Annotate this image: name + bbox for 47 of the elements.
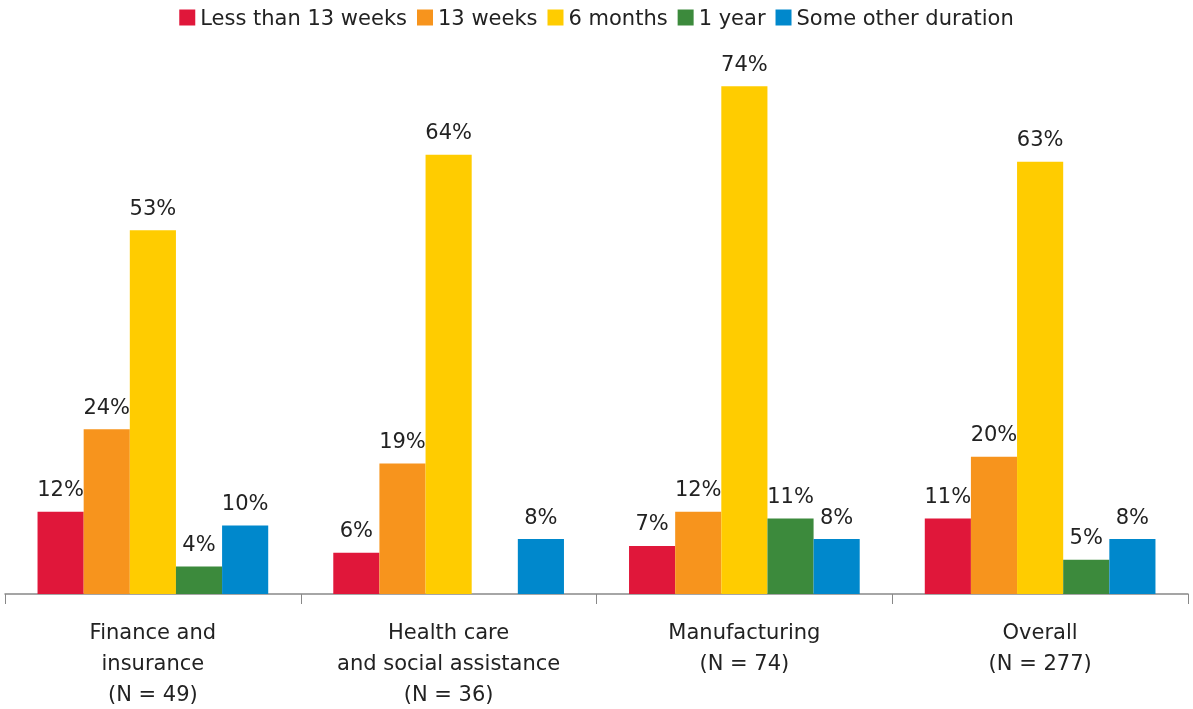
data-label: 4%	[182, 532, 216, 557]
legend-label: Less than 13 weeks	[200, 5, 407, 30]
data-label: 19%	[379, 429, 426, 454]
data-label: 7%	[635, 511, 669, 536]
x-tick-label: Finance and insurance (N = 49)	[89, 619, 217, 706]
bar	[175, 566, 223, 594]
data-label: 63%	[1016, 127, 1064, 152]
bar	[37, 511, 84, 594]
bar	[425, 154, 472, 594]
data-label: 5%	[1069, 525, 1103, 550]
legend-label: 13 weeks	[437, 5, 538, 30]
bar	[222, 525, 269, 594]
data-label: 74%	[721, 51, 768, 76]
bar	[333, 552, 380, 594]
bar	[83, 429, 130, 594]
x-tick-label: Overall (N = 277)	[988, 619, 1092, 675]
bar	[1109, 539, 1156, 594]
bar	[970, 456, 1018, 594]
bar	[129, 230, 176, 594]
data-label: 20%	[970, 422, 1018, 447]
bar	[1063, 559, 1110, 594]
bar	[675, 511, 722, 594]
data-label: 11%	[767, 484, 814, 509]
data-label: 10%	[221, 490, 269, 515]
bar	[813, 539, 860, 594]
data-label: 53%	[129, 195, 177, 220]
x-tick-label: Health care and social assistance (N = 36)	[337, 619, 561, 706]
data-label: 12%	[674, 477, 722, 502]
bar	[1017, 161, 1064, 594]
data-label: 11%	[924, 484, 972, 509]
bar	[517, 539, 564, 594]
legend-label: 1 year	[698, 5, 766, 30]
data-label: 24%	[83, 394, 131, 419]
bar	[924, 518, 971, 594]
bar	[629, 545, 676, 594]
legend-label: Some other duration	[796, 5, 1014, 30]
data-label: 8%	[819, 504, 854, 529]
data-label: 8%	[524, 504, 558, 529]
bar	[767, 518, 814, 594]
data-label: 64%	[425, 120, 472, 145]
data-label: 8%	[1115, 504, 1150, 529]
data-label: 12%	[37, 477, 84, 502]
x-tick-label: Manufacturing (N = 74)	[668, 619, 821, 675]
bar	[379, 463, 426, 594]
legend-label: 6 months	[568, 5, 668, 30]
bar	[721, 86, 768, 594]
data-label: 6%	[339, 518, 374, 543]
